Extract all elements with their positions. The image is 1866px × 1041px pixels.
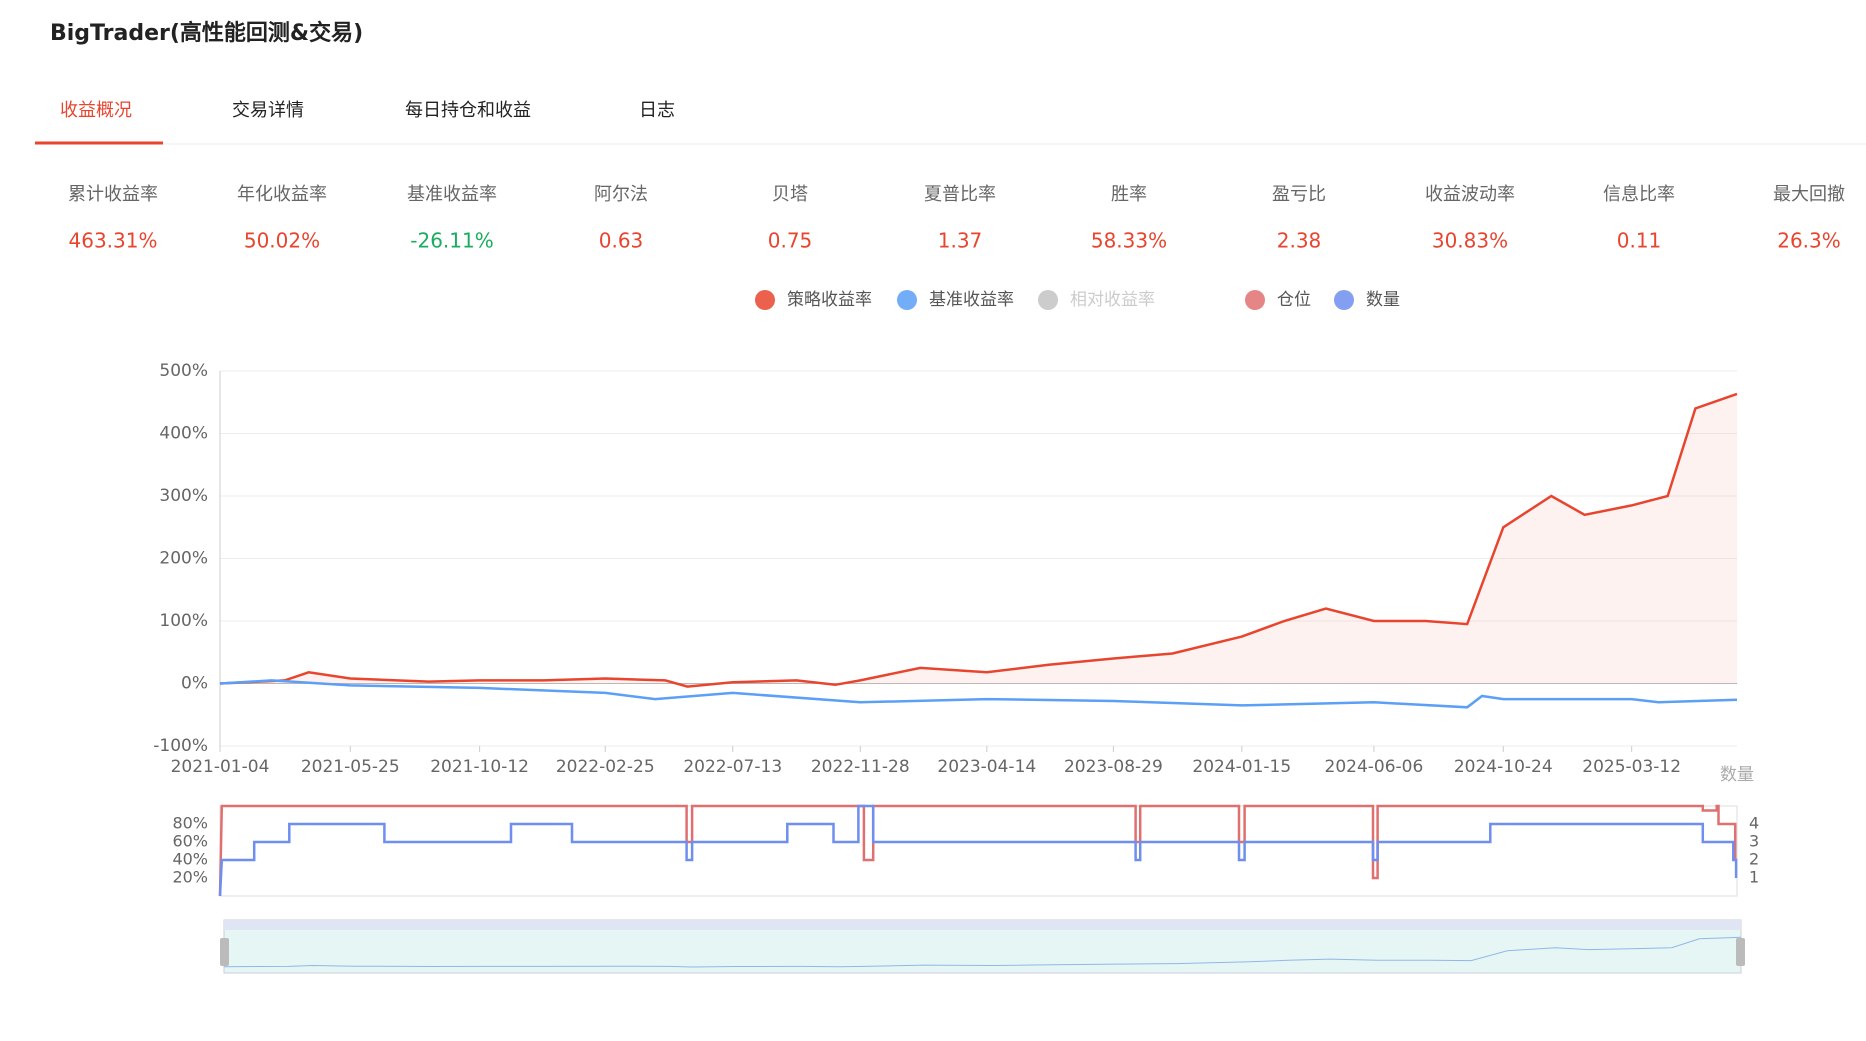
metric-value: 2.38 bbox=[1277, 229, 1322, 253]
legend-dot[interactable] bbox=[1245, 290, 1265, 310]
y-tick-label: 20% bbox=[172, 868, 208, 887]
x-tick-label: 2021-01-04 bbox=[171, 757, 270, 777]
app-title: BigTrader(高性能回测&交易) bbox=[50, 20, 363, 46]
zoom-handle[interactable] bbox=[1736, 938, 1745, 966]
y-tick-label: 60% bbox=[172, 832, 208, 851]
tab[interactable]: 日志 bbox=[639, 100, 675, 121]
tab[interactable]: 交易详情 bbox=[232, 100, 304, 121]
y-tick-label: 0% bbox=[181, 674, 208, 694]
legend-label[interactable]: 相对收益率 bbox=[1070, 290, 1155, 310]
legend-label[interactable]: 仓位 bbox=[1277, 290, 1311, 310]
x-tick-label: 2025-03-12 bbox=[1582, 757, 1681, 777]
y-tick-label: 40% bbox=[172, 850, 208, 869]
x-tick-label: 2024-06-06 bbox=[1325, 757, 1424, 777]
x-tick-label: 2022-11-28 bbox=[811, 757, 910, 777]
metric-label: 最大回撤 bbox=[1773, 184, 1845, 205]
x-tick-label: 2024-10-24 bbox=[1454, 757, 1553, 777]
x-tick-label: 2022-07-13 bbox=[683, 757, 782, 777]
tab[interactable]: 收益概况 bbox=[60, 100, 132, 121]
metric-value: -26.11% bbox=[410, 229, 493, 253]
metric-label: 贝塔 bbox=[772, 184, 808, 205]
metric-label: 收益波动率 bbox=[1425, 184, 1515, 205]
metric-label: 胜率 bbox=[1111, 184, 1147, 205]
x-tick-label: 2021-05-25 bbox=[301, 757, 400, 777]
metric-value: 0.11 bbox=[1617, 229, 1662, 253]
y-tick-label: 80% bbox=[172, 814, 208, 833]
legend-label[interactable]: 策略收益率 bbox=[787, 290, 872, 310]
step-line bbox=[218, 804, 1738, 897]
line bbox=[219, 392, 1738, 688]
step-line bbox=[218, 804, 1737, 897]
y2-tick-label: 3 bbox=[1749, 832, 1759, 851]
metric-label: 阿尔法 bbox=[594, 184, 648, 205]
x-tick-label: 2023-04-14 bbox=[937, 757, 1036, 777]
y2-tick-label: 4 bbox=[1749, 814, 1759, 833]
legend-dot[interactable] bbox=[755, 290, 775, 310]
metric-label: 年化收益率 bbox=[237, 184, 327, 205]
metric-value: 0.63 bbox=[599, 229, 644, 253]
metric-value: 30.83% bbox=[1432, 229, 1508, 253]
metric-value: 1.37 bbox=[938, 229, 983, 253]
metric-value: 463.31% bbox=[69, 229, 158, 253]
metric-label: 基准收益率 bbox=[407, 184, 497, 205]
x-tick-label: 2022-02-25 bbox=[556, 757, 655, 777]
panel-frame bbox=[219, 805, 1738, 897]
line bbox=[219, 679, 1738, 709]
metric-value: 0.75 bbox=[768, 229, 813, 253]
metric-value: 58.33% bbox=[1091, 229, 1167, 253]
legend-dot[interactable] bbox=[1334, 290, 1354, 310]
legend-label[interactable]: 数量 bbox=[1366, 290, 1400, 310]
metric-value: 50.02% bbox=[244, 229, 320, 253]
legend-dot[interactable] bbox=[1038, 290, 1058, 310]
y-tick-label: 500% bbox=[159, 361, 208, 381]
y2-tick-label: 2 bbox=[1749, 850, 1759, 869]
zoom-bar[interactable] bbox=[224, 920, 1741, 930]
y2-tick-label: 1 bbox=[1749, 868, 1759, 887]
tab[interactable]: 每日持仓和收益 bbox=[405, 100, 531, 121]
legend-label[interactable]: 基准收益率 bbox=[929, 290, 1014, 310]
metric-label: 累计收益率 bbox=[68, 184, 158, 205]
zoom-handle[interactable] bbox=[220, 938, 229, 966]
legend-dot[interactable] bbox=[897, 290, 917, 310]
x-tick-label: 2023-08-29 bbox=[1064, 757, 1163, 777]
zoom-preview bbox=[223, 936, 1742, 968]
y-tick-label: 200% bbox=[159, 549, 208, 569]
y-tick-label: 300% bbox=[159, 486, 208, 506]
y-tick-label: -100% bbox=[153, 736, 208, 756]
y2-axis-title: 数量 bbox=[1720, 765, 1754, 785]
x-tick-label: 2024-01-15 bbox=[1192, 757, 1291, 777]
metric-label: 夏普比率 bbox=[924, 184, 996, 205]
x-tick-label: 2021-10-12 bbox=[430, 757, 529, 777]
area bbox=[220, 393, 1737, 687]
metric-label: 信息比率 bbox=[1603, 184, 1675, 205]
y-tick-label: 100% bbox=[159, 611, 208, 631]
metric-label: 盈亏比 bbox=[1272, 184, 1326, 205]
metric-value: 26.3% bbox=[1777, 229, 1841, 253]
y-tick-label: 400% bbox=[159, 424, 208, 444]
